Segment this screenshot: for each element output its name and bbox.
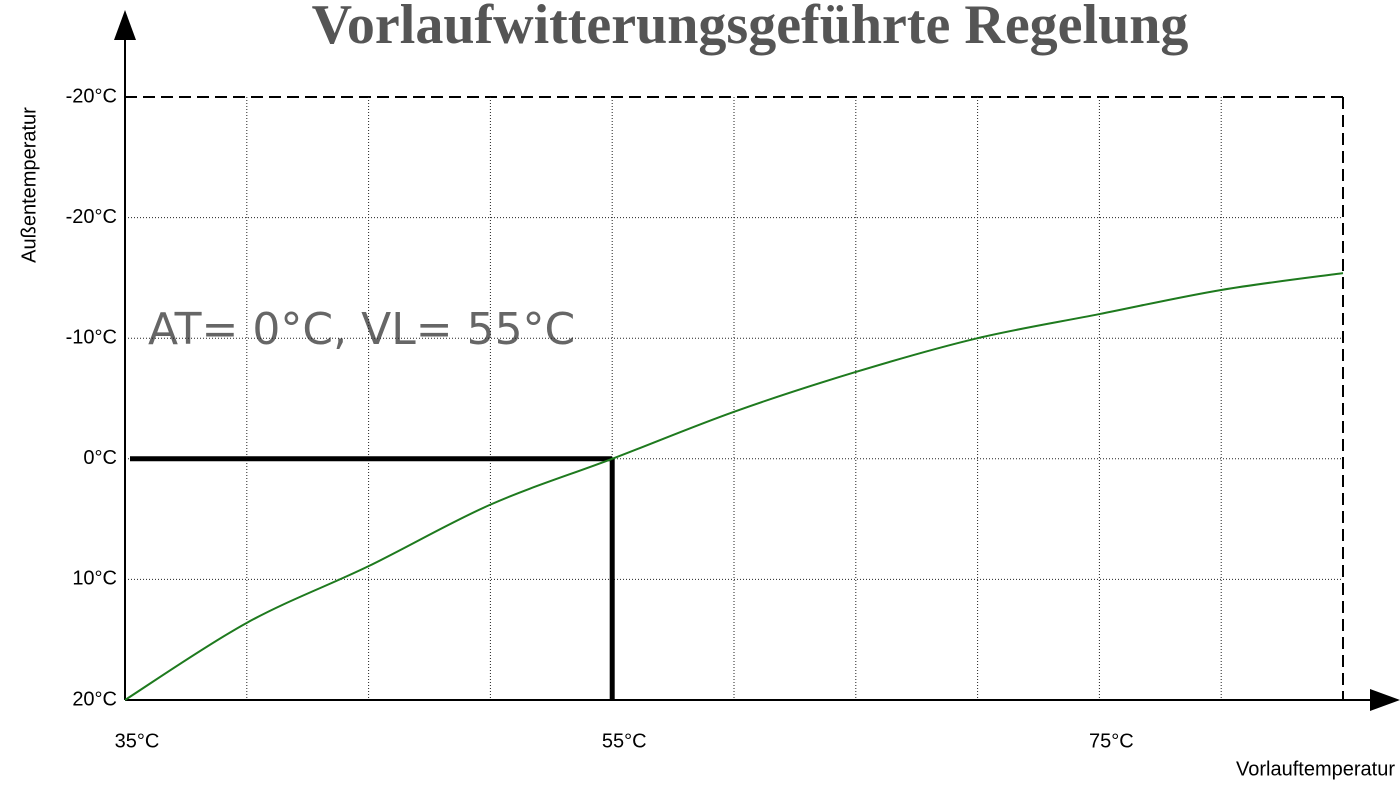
y-tick-label: -10°C xyxy=(66,326,117,348)
annotation: AT= 0°C, VL= 55°C xyxy=(148,304,575,355)
curve xyxy=(124,272,1344,701)
x-axis-arrow xyxy=(1370,689,1400,711)
y-tick-label: 10°C xyxy=(72,568,117,590)
x-tick-label: 55°C xyxy=(602,730,647,752)
x-tick-label: 35°C xyxy=(115,730,160,752)
y-tick-label: -20°C xyxy=(66,206,117,228)
y-axis-arrow xyxy=(114,10,136,40)
y-axis-label: Außentemperatur xyxy=(18,107,40,263)
y-tick-label: 20°C xyxy=(72,688,117,710)
x-axis-label: Vorlauftemperatur xyxy=(1236,758,1395,780)
chart-title: Vorlaufwitterungsgeführte Regelung xyxy=(312,0,1189,56)
y-tick-label: -20°C xyxy=(66,85,117,107)
x-tick-label: 75°C xyxy=(1089,730,1134,752)
y-tick-label: 0°C xyxy=(83,447,117,469)
